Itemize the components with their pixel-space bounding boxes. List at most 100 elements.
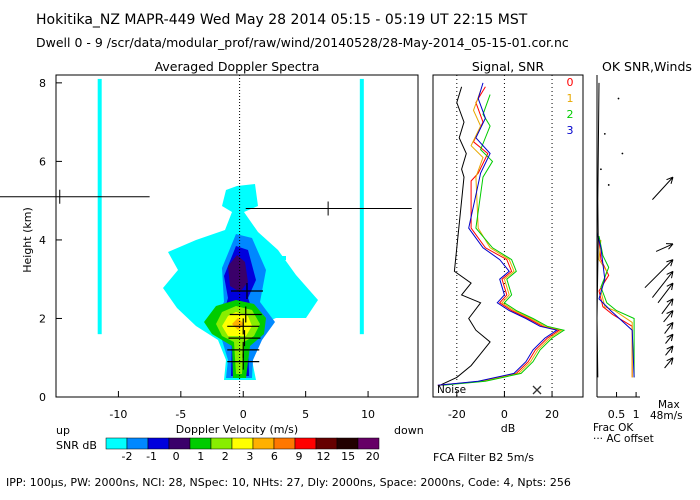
colorbar-swatch-4 [189, 437, 212, 450]
colorbar-swatch-9 [294, 437, 317, 450]
ok-fraction-series [596, 82, 635, 378]
ok-series-0 [598, 239, 633, 378]
clutter-band-1 [359, 78, 364, 335]
wind-arrow-2 [644, 259, 674, 289]
spectra-plot-frame [55, 74, 419, 398]
ac-offset-dots [600, 97, 624, 186]
signal-xtick-label: 0 [501, 408, 508, 421]
colorbar-tick-3: 1 [197, 450, 204, 463]
signal-series-3 [437, 82, 559, 386]
ok-series-3 [596, 82, 635, 378]
label-down: down [394, 424, 424, 437]
max-label: Max [658, 399, 680, 411]
colorbar-tick-7: 9 [295, 450, 302, 463]
ok-ticks: 0.5 1 [608, 392, 640, 421]
moment-marker-5 [230, 282, 263, 299]
legend-entry-2: 2 [567, 108, 574, 121]
wind-arrows [644, 176, 674, 369]
colorbar-tick-0: -2 [122, 450, 133, 463]
colorbar-tick-4: 2 [222, 450, 229, 463]
label-up: up [56, 424, 70, 437]
signal-xlabel: dB [501, 422, 516, 435]
wind-arrow-7 [664, 321, 674, 334]
colorbar-tick-5: 3 [246, 450, 253, 463]
wind-arrow-3 [652, 270, 674, 298]
spectra-xlabel: Doppler Velocity (m/s) [176, 423, 298, 436]
signal-series-0 [437, 86, 561, 386]
wind-arrow-9 [665, 345, 674, 356]
moment-marker-1 [227, 341, 260, 358]
fca-filter-label: FCA Filter B2 5m/s [433, 451, 534, 464]
colorbar-tick-1: -1 [146, 450, 157, 463]
colorbar-swatch-3 [168, 437, 191, 450]
colorbar-swatch-10 [315, 437, 338, 450]
spectra-ylabel: Height (km) [21, 207, 34, 273]
wind-arrow-10 [664, 357, 674, 369]
signal-series-1 [440, 90, 563, 386]
signal-title: Signal, SNR [472, 59, 545, 74]
colorbar-tick-2: 0 [173, 450, 180, 463]
ac-offset-dot-1 [603, 133, 606, 135]
colorbar-swatch-12 [357, 437, 380, 450]
snr-x-marker [532, 385, 542, 395]
spectra-ytick-label: 8 [39, 77, 46, 90]
colorbar-tick-8: 12 [317, 450, 331, 463]
ok-title: OK SNR,Winds [602, 59, 692, 74]
max-speed-label: 48m/s [650, 410, 683, 422]
moment-marker-2 [228, 330, 261, 347]
spectra-ytick-label: 6 [39, 155, 46, 168]
signal-dotted-guides [456, 75, 553, 397]
ac-offset-dot-0 [617, 97, 620, 100]
ok-xtick-label: 0.5 [608, 408, 626, 421]
signal-xtick-label: 20 [545, 408, 559, 421]
spectra-panel: Averaged Doppler Spectra -10 -5 0 5 1002468 … [0, 59, 424, 437]
colorbar-swatch-7 [252, 437, 275, 450]
ground-clutter-bands [97, 78, 364, 335]
signal-snr-panel: Signal, SNR -20 0 20 Noise dB FCA Filter B… [432, 59, 584, 464]
spectra-heatmap [163, 184, 318, 380]
colorbar-swatch-6 [231, 437, 254, 450]
colorbar-swatch-8 [273, 437, 296, 450]
spectra-xtick-label: 0 [240, 408, 247, 421]
clutter-band-0 [97, 78, 102, 335]
header-line-1: Hokitika_NZ MAPR-449 Wed May 28 2014 05:… [36, 12, 528, 28]
colorbar-swatch-11 [336, 437, 359, 450]
moment-marker-3 [227, 318, 260, 335]
spectra-xtick-label: 10 [361, 408, 375, 421]
colorbar-swatch-0 [105, 437, 128, 450]
ok-series-1 [598, 239, 633, 378]
colorbar-tick-labels: -2 -1 0 1 2 3 6 9 12 15 20 [122, 450, 380, 463]
signal-plot-frame [432, 74, 584, 398]
wind-arrow-1 [655, 243, 674, 252]
ac-offset-dot-4 [607, 184, 610, 186]
wind-arrow-6 [663, 310, 674, 323]
ok-xtick-label: 1 [633, 408, 640, 421]
ac-offset-label: ··· AC offset [593, 433, 654, 445]
ac-offset-dot-2 [621, 152, 624, 155]
colorbar-swatch-1 [126, 437, 149, 450]
interference-lines [0, 189, 412, 216]
wind-arrow-8 [665, 333, 674, 344]
colorbar-tick-9: 15 [341, 450, 355, 463]
wind-arrow-0 [652, 176, 674, 200]
wind-arrow-5 [661, 298, 674, 315]
signal-ticks: -20 0 20 [448, 391, 559, 421]
colorbar-tick-6: 6 [271, 450, 278, 463]
spectra-title: Averaged Doppler Spectra [155, 59, 320, 74]
spectra-xtick-label: 5 [302, 408, 309, 421]
snr-colorbar: SNR dB -2 -1 0 1 2 3 6 9 12 15 20 [56, 437, 380, 463]
legend-entry-1: 1 [567, 92, 574, 105]
spectra-xtick-label: -10 [109, 408, 127, 421]
colorbar-tick-10: 20 [366, 450, 380, 463]
colorbar-label: SNR dB [56, 439, 97, 452]
legend-entry-3: 3 [567, 124, 574, 137]
wind-arrow-4 [657, 282, 674, 304]
moment-markers [227, 282, 263, 370]
spectra-ytick-label: 0 [39, 391, 46, 404]
noise-label: Noise [437, 384, 466, 396]
colorbar-swatch-5 [210, 437, 233, 450]
spectra-ticks: -10 -5 0 5 10 0 2 4 6 8 [39, 77, 375, 421]
colorbar-swatch-2 [147, 437, 170, 450]
signal-snr-series [437, 82, 566, 386]
